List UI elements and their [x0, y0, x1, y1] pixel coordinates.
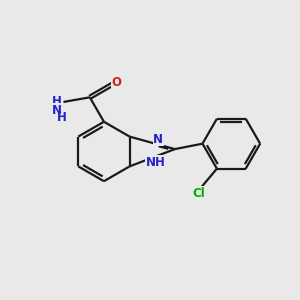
Text: N: N — [52, 104, 62, 117]
Text: N: N — [153, 133, 163, 146]
Text: NH: NH — [146, 156, 166, 169]
Text: O: O — [112, 76, 122, 89]
Text: Cl: Cl — [192, 187, 205, 200]
Text: H: H — [57, 111, 67, 124]
Text: H: H — [52, 95, 62, 109]
